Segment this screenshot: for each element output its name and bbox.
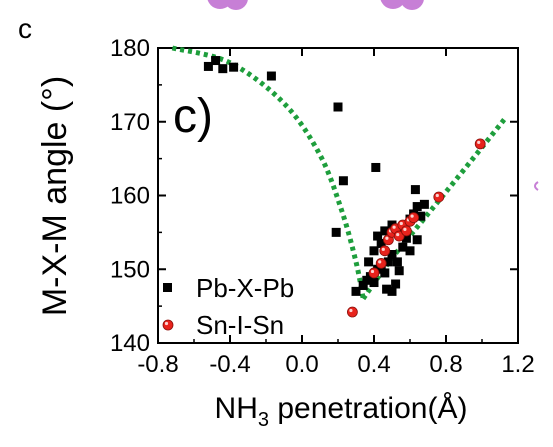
- sn-i-sn-point-highlight: [399, 221, 403, 226]
- x-tick-label: 0.8: [429, 351, 462, 378]
- y-tick-label: 140: [110, 330, 150, 357]
- legend-label-sn: Sn-I-Sn: [196, 310, 284, 340]
- sn-i-sn-point: [474, 138, 486, 150]
- sn-i-sn-point-highlight: [477, 140, 481, 144]
- sn-i-sn-point: [368, 267, 380, 279]
- x-axis-label: NH3 penetration(Å): [215, 392, 468, 431]
- sn-i-sn-point: [375, 257, 387, 269]
- decor-atom: [224, 0, 248, 10]
- pb-x-pb-point: [398, 242, 408, 252]
- y-tick-label: 150: [110, 256, 150, 283]
- pb-x-pb-point: [369, 278, 379, 288]
- pb-x-pb-point: [405, 246, 415, 256]
- decor-atom: [380, 0, 406, 9]
- sn-i-sn-point-highlight: [381, 247, 385, 251]
- legend: Pb-X-Pb Sn-I-Sn: [162, 273, 294, 340]
- sn-i-sn-point-highlight: [385, 236, 389, 240]
- sn-i-sn-point-highlight: [435, 193, 439, 198]
- sn-i-sn-point: [433, 191, 445, 203]
- y-tick-label: 160: [110, 183, 150, 210]
- data-marks: [203, 56, 486, 318]
- pb-x-pb-point: [387, 250, 397, 259]
- pb-x-pb-point: [266, 71, 276, 81]
- pb-x-pb-point: [392, 257, 402, 267]
- pb-x-pb-point: [364, 257, 374, 267]
- legend-marker-sn-highlight: [164, 321, 169, 326]
- fit-curve: [171, 45, 366, 300]
- x-tick-label: -0.4: [209, 351, 250, 378]
- x-axis-label-main: NH: [215, 392, 258, 425]
- pb-x-pb-point: [338, 176, 348, 186]
- pb-x-pb-point: [351, 286, 361, 296]
- pb-x-pb-point: [383, 257, 393, 267]
- sn-i-sn-point-highlight: [396, 232, 400, 237]
- pb-x-pb-point: [229, 62, 239, 72]
- decor-atoms: [207, 0, 539, 191]
- pb-x-pb-point: [358, 280, 368, 290]
- legend-label-pb: Pb-X-Pb: [196, 273, 294, 303]
- sn-i-sn-point-highlight: [378, 260, 382, 264]
- pb-x-pb-point: [331, 227, 341, 237]
- sn-i-sn-point-highlight: [349, 308, 353, 313]
- pb-x-pb-point: [401, 233, 411, 243]
- x-axis-label-rest: penetration(Å): [269, 392, 467, 425]
- pb-x-pb-point: [412, 235, 422, 245]
- pb-x-pb-point: [380, 268, 390, 278]
- x-tick-label: 1.2: [501, 351, 534, 378]
- pb-x-pb-point: [382, 284, 392, 294]
- sn-i-sn-point-highlight: [392, 225, 396, 229]
- sn-i-sn-point: [408, 212, 420, 224]
- pb-x-pb-point: [218, 64, 228, 74]
- sn-i-sn-point: [346, 306, 358, 318]
- panel-letter: c: [18, 13, 32, 44]
- pb-x-pb-point: [380, 226, 390, 236]
- pb-x-pb-point: [373, 231, 383, 241]
- panel-label: c): [173, 90, 213, 143]
- pb-x-pb-point: [416, 211, 426, 221]
- legend-marker-pb: [163, 283, 172, 292]
- decor-atom: [400, 0, 424, 10]
- y-tick-label: 170: [110, 109, 150, 136]
- sn-i-sn-point-highlight: [403, 227, 407, 231]
- pb-x-pb-point: [419, 199, 429, 209]
- pb-x-pb-point: [412, 202, 422, 212]
- axes: 140 150 160 170 180 -0.8 -0.4 0.0 0.4 0.8 1.2: [110, 35, 535, 378]
- pb-x-pb-point: [211, 56, 221, 66]
- pb-x-pb-point: [391, 279, 401, 289]
- x-tick-label: 0.4: [357, 351, 390, 378]
- decor-mark: [534, 181, 539, 191]
- sn-i-sn-point-highlight: [410, 214, 414, 218]
- x-axis-label-subscript: 3: [258, 409, 269, 431]
- pb-x-pb-point: [387, 286, 397, 296]
- pb-x-pb-point: [410, 185, 420, 195]
- y-axis-label: M-X-M angle (°): [36, 76, 74, 316]
- pb-x-pb-point: [394, 266, 404, 276]
- legend-marker-sn: [162, 319, 174, 331]
- sn-i-sn-point: [379, 245, 391, 257]
- pb-x-pb-point: [371, 162, 381, 172]
- x-tick-label: -0.8: [137, 351, 178, 378]
- fit-curves: [171, 45, 508, 301]
- pb-x-pb-point: [203, 61, 213, 71]
- sn-i-sn-point-highlight: [370, 269, 375, 274]
- sn-i-sn-point: [400, 225, 412, 237]
- pb-x-pb-point: [369, 246, 379, 256]
- pb-x-pb-point: [333, 102, 343, 112]
- pb-x-pb-point: [376, 238, 386, 248]
- x-tick-label: 0.0: [285, 351, 318, 378]
- y-tick-label: 180: [110, 35, 150, 62]
